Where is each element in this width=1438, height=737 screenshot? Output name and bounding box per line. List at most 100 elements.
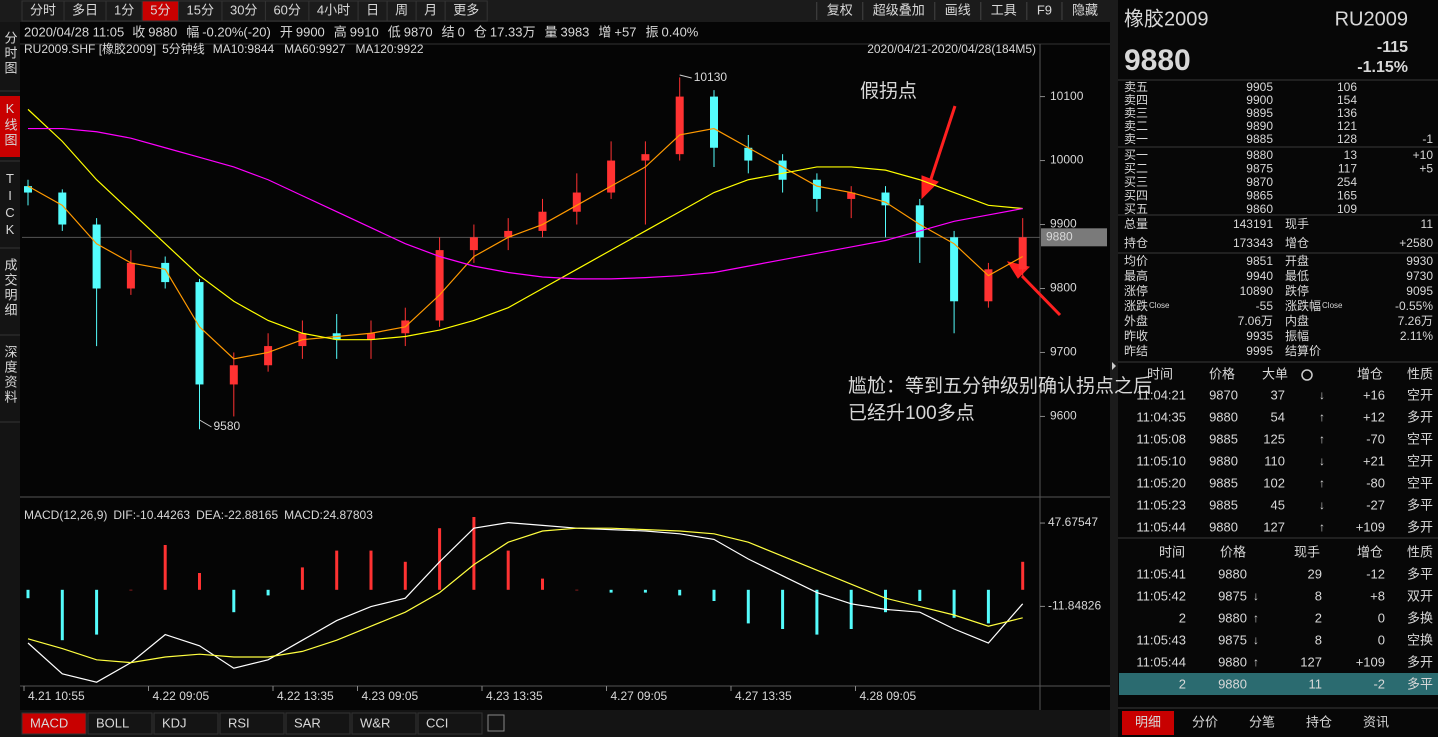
trade-time: 11:05:42	[1136, 588, 1186, 603]
stat-label: 均价	[1124, 254, 1148, 268]
tick-oi: +109	[1356, 519, 1385, 534]
dif-line	[27, 521, 1024, 683]
y-tick-label: 9800	[1050, 281, 1077, 295]
stat-value: 9935	[1246, 329, 1273, 343]
tick-type: 多开	[1407, 409, 1433, 424]
sidebar-item[interactable]: 成交明细	[3, 258, 18, 318]
x-tick-label: 4.27 09:05	[611, 689, 668, 703]
tab-bg[interactable]	[444, 0, 488, 22]
indicator-tab[interactable]: MACD	[30, 715, 68, 730]
stat-label: 跌停	[1285, 283, 1309, 298]
period: 5分钟线	[162, 41, 205, 56]
stat-label: 结算价	[1285, 343, 1321, 358]
indicator-tab[interactable]: CCI	[426, 715, 448, 730]
sidebar-item[interactable]: TICK	[3, 171, 18, 239]
panel-tab-bg[interactable]	[1293, 711, 1345, 735]
indicator-tab-bg[interactable]	[153, 712, 219, 735]
sidebar-item[interactable]: 分时图	[3, 31, 18, 76]
tick-price: 9885	[1209, 475, 1238, 490]
macd-bar	[438, 528, 442, 590]
y-tick-label: 9700	[1050, 345, 1077, 359]
tab[interactable]: 月	[424, 2, 437, 17]
indicator-tab[interactable]: RSI	[228, 715, 250, 730]
stat-label: 外盘	[1124, 313, 1148, 328]
tool[interactable]: 画线	[945, 2, 971, 17]
indicator-tab-bg[interactable]	[417, 712, 483, 735]
macd-bar	[884, 589, 887, 613]
candle-body	[264, 346, 273, 366]
book-label: 卖五	[1124, 80, 1148, 94]
candle-body	[24, 186, 32, 193]
annotation: 尴尬：等到五分钟级别确认拐点之后	[848, 375, 1152, 397]
table-header: 时间	[1159, 544, 1185, 559]
indicator-tab-bg[interactable]	[351, 712, 417, 735]
macd-bar	[575, 589, 579, 591]
quote-label: 结	[442, 24, 455, 39]
trade-type: 多换	[1407, 610, 1433, 625]
tool[interactable]: F9	[1037, 2, 1052, 17]
indicator-tab-bg[interactable]	[87, 712, 153, 735]
macd-bar	[472, 517, 476, 590]
add-tab[interactable]	[487, 714, 505, 732]
sidebar-item[interactable]: K线图	[3, 101, 18, 148]
tick-arrow: ↑	[1319, 520, 1325, 534]
tool[interactable]: 超级叠加	[873, 2, 925, 17]
indicator-tab-bg[interactable]	[219, 712, 285, 735]
trade-time: 2	[1179, 676, 1186, 691]
quote-label: 开	[280, 24, 293, 39]
candle-body	[1018, 237, 1027, 270]
tab[interactable]: 多日	[72, 2, 98, 17]
trade-oi: 0	[1378, 632, 1385, 647]
panel-tab[interactable]: 持仓	[1306, 714, 1332, 729]
indicator-tab[interactable]: KDJ	[162, 715, 187, 730]
sidebar-item[interactable]: 深度资料	[3, 345, 18, 405]
panel-tab-bg[interactable]	[1122, 711, 1174, 735]
tab[interactable]: 60分	[273, 2, 300, 17]
tool[interactable]: 隐藏	[1072, 2, 1098, 17]
candle-body	[435, 250, 444, 321]
panel-tab[interactable]: 分笔	[1249, 714, 1275, 729]
panel-tab-bg[interactable]	[1236, 711, 1288, 735]
table-header: 时间	[1147, 366, 1173, 381]
indicator-tab-bg[interactable]	[21, 712, 87, 735]
stat-label: 涨停	[1124, 283, 1148, 298]
sidebar-active[interactable]	[0, 96, 20, 157]
macd-legend: MACD(12,26,9)	[24, 508, 107, 522]
stat-label: 昨收	[1124, 329, 1148, 343]
tool[interactable]: 复权	[827, 2, 853, 17]
tab[interactable]: 30分	[230, 2, 257, 17]
tab[interactable]: 分时	[30, 2, 56, 17]
tick-type: 多平	[1407, 497, 1433, 512]
tool[interactable]: 工具	[991, 2, 1017, 17]
panel-tab[interactable]: 明细	[1135, 714, 1161, 729]
trade-oi: 0	[1378, 610, 1385, 625]
quote-label: 收	[132, 24, 145, 39]
indicator-tab[interactable]: BOLL	[96, 715, 129, 730]
book-price: 9870	[1246, 175, 1273, 189]
indicator-tab[interactable]: SAR	[294, 715, 321, 730]
macd-bar	[849, 589, 853, 629]
indicator-tab[interactable]: W&R	[360, 715, 390, 730]
quote-label: 增	[598, 24, 611, 39]
settings-icon[interactable]	[1301, 369, 1313, 381]
stat-label: 开盘	[1285, 253, 1309, 268]
legend-entry: MA10:9844	[213, 42, 275, 56]
tick-volume: 127	[1263, 519, 1285, 534]
stat-label: 最低	[1285, 269, 1309, 283]
selected-row[interactable]	[1119, 673, 1438, 695]
tab[interactable]: 15分	[187, 2, 214, 17]
tab[interactable]: 日	[366, 2, 379, 17]
panel-tab[interactable]: 资讯	[1363, 714, 1389, 729]
macd-legend: MACD:24.87803	[284, 508, 373, 522]
tab[interactable]: 周	[395, 2, 408, 17]
tab[interactable]: 4小时	[317, 2, 350, 17]
quote-value: -0.20%(-20)	[202, 24, 271, 39]
panel-tab[interactable]: 分价	[1192, 714, 1218, 729]
tab[interactable]: 1分	[114, 2, 134, 17]
indicator-tab-bg[interactable]	[285, 712, 351, 735]
panel-tab-bg[interactable]	[1350, 711, 1402, 735]
panel-tab-bg[interactable]	[1179, 711, 1231, 735]
book-label: 买四	[1124, 189, 1148, 203]
tab[interactable]: 更多	[453, 2, 479, 17]
tab[interactable]: 5分	[150, 2, 170, 17]
